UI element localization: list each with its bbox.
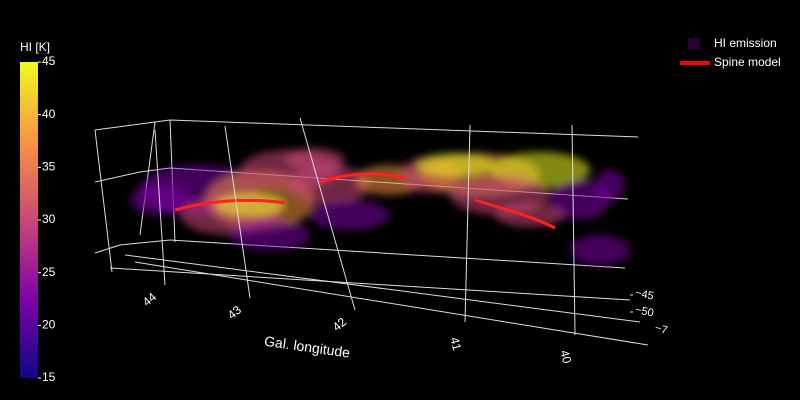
colorbar-tick-label: 15 — [42, 370, 56, 384]
x-tick-label: 44 — [140, 290, 159, 310]
x-tick-label: 43 — [225, 303, 244, 323]
x-tick-label: 40 — [557, 349, 574, 366]
legend-label: HI emission — [714, 36, 777, 50]
x-tick-label: 42 — [330, 315, 349, 335]
y-tick-label: −45 — [634, 287, 655, 303]
emission-blob — [495, 203, 565, 227]
y-tick-label: −50 — [634, 304, 655, 320]
axes-box — [94, 119, 649, 346]
emission-blob — [285, 148, 345, 172]
colorbar-title: HI [K] — [20, 40, 50, 54]
y-tick-label: −7 — [653, 322, 668, 337]
colorbar-tick-label: 30 — [42, 212, 56, 226]
colorbar-tick-label: 25 — [42, 265, 56, 279]
emission-blob — [215, 193, 285, 217]
colorbar-tick-label: 45 — [42, 54, 56, 68]
emission-blob — [550, 180, 610, 220]
grid-line — [464, 124, 471, 323]
grid-line — [571, 124, 576, 336]
spine-model — [174, 172, 556, 230]
colorbar — [20, 62, 38, 378]
grid-line — [154, 129, 166, 286]
x-axis-title: Gal. longitude — [263, 333, 351, 361]
colorbar-tick-label: 20 — [42, 318, 56, 332]
emission-blob — [595, 170, 625, 200]
legend-swatch — [688, 38, 700, 50]
hi-emission-volume — [130, 148, 630, 265]
x-tick-label: 41 — [447, 336, 464, 353]
emission-blob — [310, 200, 390, 230]
emission-blob — [230, 220, 310, 250]
grid-line — [299, 117, 356, 311]
colorbar-tick-label: 40 — [42, 107, 56, 121]
emission-blob — [415, 153, 495, 177]
grid-line — [224, 125, 251, 299]
colorbar-tick-label: 35 — [42, 160, 56, 174]
legend-label: Spine model — [714, 55, 781, 69]
emission-blob — [570, 235, 630, 265]
